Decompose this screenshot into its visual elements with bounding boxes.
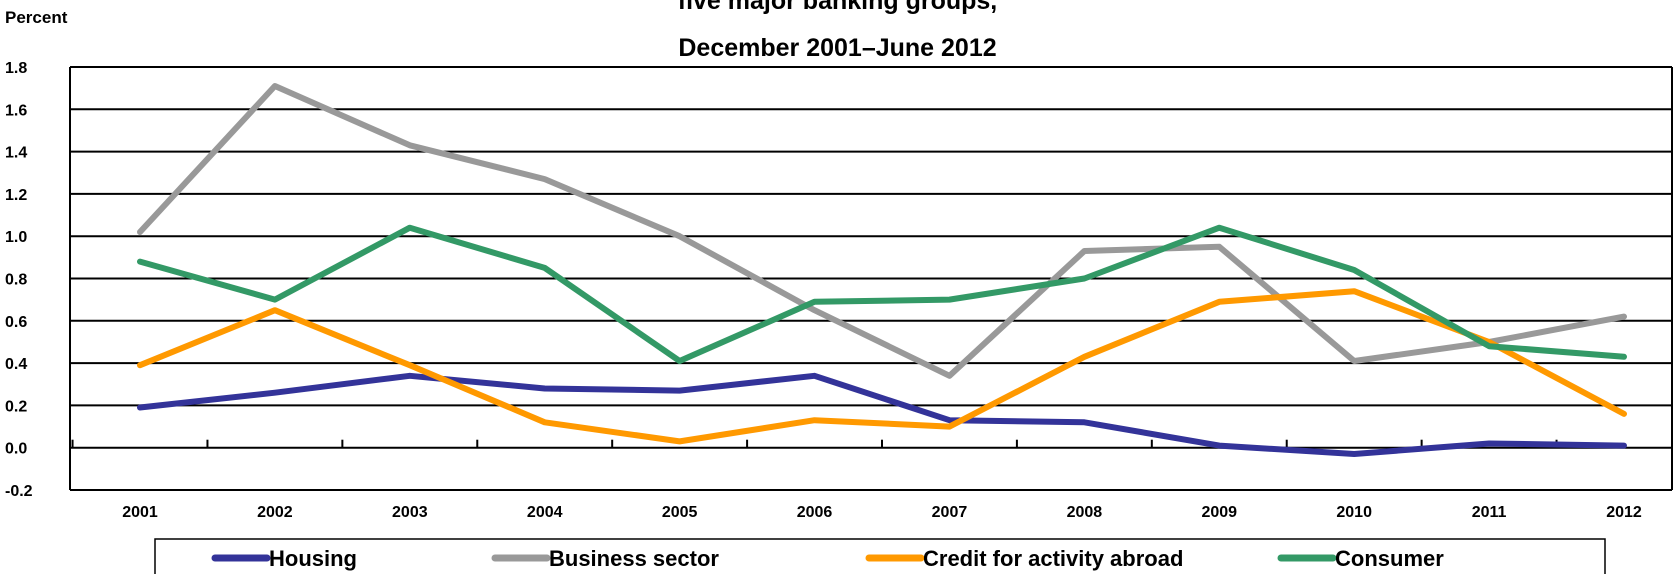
y-tick-label: 0.6 xyxy=(5,314,27,331)
legend-label: Consumer xyxy=(1335,546,1444,571)
series-housing xyxy=(137,372,1627,457)
legend-label: Housing xyxy=(269,546,357,571)
legend-item: Credit for activity abroad xyxy=(865,546,1183,571)
legend-item: Consumer xyxy=(1277,546,1444,571)
y-tick-label: -0.2 xyxy=(5,483,33,500)
x-tick-label: 2012 xyxy=(1606,504,1642,521)
axes xyxy=(69,67,1673,490)
x-tick-label: 2009 xyxy=(1201,504,1237,521)
legend-label: Business sector xyxy=(549,546,719,571)
y-tick-label: 1.0 xyxy=(5,229,27,246)
x-tick-label: 2011 xyxy=(1472,504,1507,521)
series-line xyxy=(137,288,1627,445)
y-tick-label: 0.2 xyxy=(5,398,27,415)
series-line xyxy=(137,372,1627,457)
y-tick-labels: -0.2 0.0 0.2 0.4 0.6 0.8 1.0 1.2 1.4 1.6 1.8 xyxy=(5,60,33,500)
x-tick-label: 2005 xyxy=(662,504,698,521)
y-tick-label: 1.6 xyxy=(5,102,27,119)
x-tick-label: 2004 xyxy=(527,504,563,521)
x-tick-label: 2001 xyxy=(122,504,158,521)
y-tick-label: 1.2 xyxy=(5,187,27,204)
series-line xyxy=(137,224,1627,364)
x-tick-labels: 2001 2002 2003 2004 2005 2006 2007 2008 2009 2010… xyxy=(122,504,1642,521)
y-tick-label: 1.8 xyxy=(5,60,27,77)
series-line xyxy=(137,83,1627,379)
chart-title-line-2: December 2001–June 2012 xyxy=(678,34,997,62)
x-tick-label: 2007 xyxy=(932,504,968,521)
legend-item: Business sector xyxy=(491,546,719,571)
series-business-sector xyxy=(137,83,1627,379)
y-tick-label: 0.8 xyxy=(5,272,27,289)
x-tick-label: 2003 xyxy=(392,504,428,521)
y-tick-label: 0.4 xyxy=(5,356,27,373)
legend: Housing Business sector Credit for activit… xyxy=(154,538,1606,574)
y-tick-label: 0.0 xyxy=(5,441,27,458)
legend-item: Housing xyxy=(211,546,357,571)
legend-label: Credit for activity abroad xyxy=(923,546,1183,571)
series-consumer xyxy=(137,224,1627,364)
y-axis-label: Percent xyxy=(5,8,68,27)
x-tick-label: 2008 xyxy=(1067,504,1103,521)
x-tick-label: 2002 xyxy=(257,504,293,521)
y-tick-label: 1.4 xyxy=(5,145,27,162)
gridlines xyxy=(70,66,1672,491)
chart-title-line-1: five major banking groups, xyxy=(677,0,998,15)
series-credit-for-activity-abroad xyxy=(137,288,1627,445)
x-tick-label: 2006 xyxy=(797,504,833,521)
series-lines xyxy=(137,83,1627,457)
x-tick-label: 2010 xyxy=(1336,504,1372,521)
